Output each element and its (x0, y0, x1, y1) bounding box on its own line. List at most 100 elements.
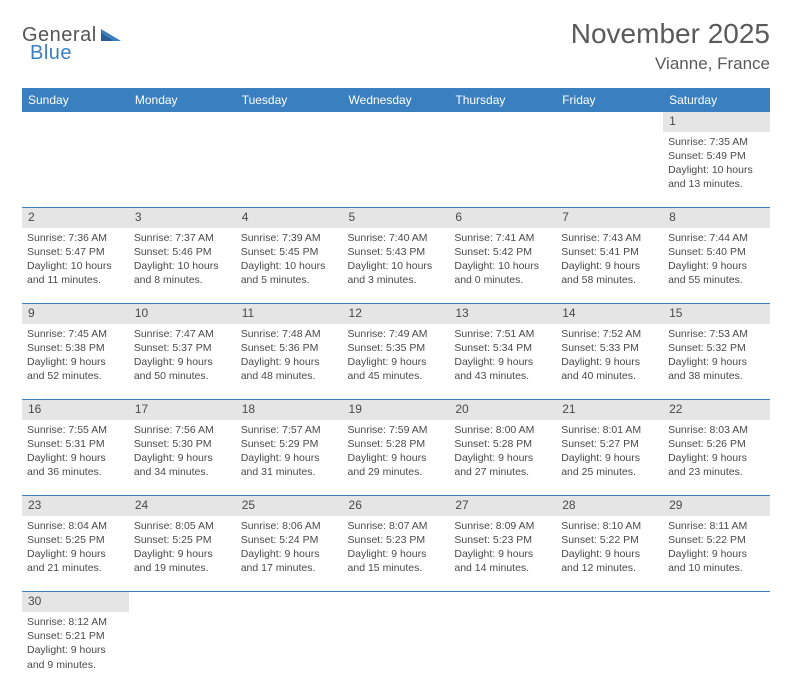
sunrise-text: Sunrise: 8:05 AM (134, 519, 231, 533)
day-number-cell: 26 (343, 496, 450, 516)
daylight-text: and 45 minutes. (348, 369, 445, 383)
sunset-text: Sunset: 5:42 PM (454, 245, 551, 259)
calendar-week-row: Sunrise: 8:12 AMSunset: 5:21 PMDaylight:… (22, 612, 770, 688)
daylight-text: Daylight: 10 hours (348, 259, 445, 273)
day-header: Tuesday (236, 88, 343, 112)
daylight-text: and 19 minutes. (134, 561, 231, 575)
logo-text-blue: Blue (30, 42, 72, 64)
sunrise-text: Sunrise: 7:52 AM (561, 327, 658, 341)
calendar-day-cell: Sunrise: 7:40 AMSunset: 5:43 PMDaylight:… (343, 228, 450, 304)
day-header: Thursday (449, 88, 556, 112)
day-number-cell (22, 112, 129, 132)
day-number-cell (449, 592, 556, 612)
sunset-text: Sunset: 5:40 PM (668, 245, 765, 259)
sunrise-text: Sunrise: 7:55 AM (27, 423, 124, 437)
calendar-week-row: Sunrise: 7:36 AMSunset: 5:47 PMDaylight:… (22, 228, 770, 304)
day-header: Sunday (22, 88, 129, 112)
sunrise-text: Sunrise: 7:40 AM (348, 231, 445, 245)
sunrise-text: Sunrise: 7:45 AM (27, 327, 124, 341)
day-number-cell: 11 (236, 304, 343, 324)
daylight-text: Daylight: 9 hours (27, 547, 124, 561)
daylight-text: and 40 minutes. (561, 369, 658, 383)
calendar-day-cell (449, 612, 556, 688)
daylight-text: and 21 minutes. (27, 561, 124, 575)
daylight-text: and 50 minutes. (134, 369, 231, 383)
sunrise-text: Sunrise: 8:00 AM (454, 423, 551, 437)
calendar-day-cell (129, 612, 236, 688)
sunset-text: Sunset: 5:25 PM (27, 533, 124, 547)
sunset-text: Sunset: 5:43 PM (348, 245, 445, 259)
calendar-week-row: Sunrise: 7:35 AMSunset: 5:49 PMDaylight:… (22, 132, 770, 208)
calendar-day-cell: Sunrise: 7:36 AMSunset: 5:47 PMDaylight:… (22, 228, 129, 304)
title-block: November 2025 Vianne, France (571, 18, 770, 74)
daylight-text: and 34 minutes. (134, 465, 231, 479)
day-number-cell: 24 (129, 496, 236, 516)
day-number-cell: 5 (343, 208, 450, 228)
daylight-text: and 27 minutes. (454, 465, 551, 479)
month-title: November 2025 (571, 18, 770, 50)
calendar-week-row: Sunrise: 7:45 AMSunset: 5:38 PM Daylight:… (22, 324, 770, 400)
calendar-day-cell: Sunrise: 7:39 AMSunset: 5:45 PMDaylight:… (236, 228, 343, 304)
daylight-text: Daylight: 9 hours (27, 643, 124, 657)
calendar-day-cell: Sunrise: 8:12 AMSunset: 5:21 PMDaylight:… (22, 612, 129, 688)
sunrise-text: Sunrise: 8:10 AM (561, 519, 658, 533)
daylight-text: Daylight: 9 hours (241, 451, 338, 465)
sunset-text: Sunset: 5:46 PM (134, 245, 231, 259)
logo-sub: Blue (30, 42, 72, 65)
day-number-cell: 28 (556, 496, 663, 516)
daylight-text: and 29 minutes. (348, 465, 445, 479)
sunset-text: Sunset: 5:36 PM (241, 341, 338, 355)
calendar-day-cell: Sunrise: 8:05 AMSunset: 5:25 PMDaylight:… (129, 516, 236, 592)
day-number-cell (129, 112, 236, 132)
daylight-text: Daylight: 9 hours (668, 547, 765, 561)
sunset-text: Sunset: 5:21 PM (27, 629, 124, 643)
day-number-row: 2345678 (22, 208, 770, 228)
daylight-text: Daylight: 10 hours (241, 259, 338, 273)
daylight-text: Daylight: 9 hours (668, 355, 765, 369)
calendar-day-cell: Sunrise: 7:35 AMSunset: 5:49 PMDaylight:… (663, 132, 770, 208)
sunset-text: Sunset: 5:23 PM (348, 533, 445, 547)
day-number-cell (236, 112, 343, 132)
sunset-text: Sunset: 5:30 PM (134, 437, 231, 451)
calendar-day-cell (236, 612, 343, 688)
daylight-text: Daylight: 9 hours (668, 259, 765, 273)
daylight-text: and 23 minutes. (668, 465, 765, 479)
calendar-day-cell: Sunrise: 7:57 AMSunset: 5:29 PMDaylight:… (236, 420, 343, 496)
day-number-cell: 4 (236, 208, 343, 228)
calendar-day-cell: Sunrise: 7:47 AMSunset: 5:37 PMDaylight:… (129, 324, 236, 400)
day-header-row: Sunday Monday Tuesday Wednesday Thursday… (22, 88, 770, 112)
daylight-text: Daylight: 9 hours (561, 259, 658, 273)
daylight-text: Daylight: 9 hours (348, 547, 445, 561)
sunset-text: Sunset: 5:31 PM (27, 437, 124, 451)
calendar-day-cell: Sunrise: 7:49 AMSunset: 5:35 PMDaylight:… (343, 324, 450, 400)
daylight-text: and 17 minutes. (241, 561, 338, 575)
sunrise-text: Sunrise: 7:43 AM (561, 231, 658, 245)
sunset-text: Sunset: 5:22 PM (668, 533, 765, 547)
day-number-cell: 29 (663, 496, 770, 516)
calendar-day-cell: Sunrise: 7:45 AMSunset: 5:38 PMDaylight:… (22, 324, 129, 400)
day-number-cell (663, 592, 770, 612)
calendar-day-cell (343, 612, 450, 688)
calendar-day-cell: Sunrise: 7:55 AMSunset: 5:31 PMDaylight:… (22, 420, 129, 496)
calendar-day-cell: Sunrise: 8:06 AMSunset: 5:24 PMDaylight:… (236, 516, 343, 592)
sunrise-text: Sunrise: 7:44 AM (668, 231, 765, 245)
sunset-text: Sunset: 5:38 PM (27, 341, 124, 355)
daylight-text: and 25 minutes. (561, 465, 658, 479)
daylight-text: and 38 minutes. (668, 369, 765, 383)
calendar-day-cell: Sunrise: 7:37 AMSunset: 5:46 PMDaylight:… (129, 228, 236, 304)
day-number-cell (343, 112, 450, 132)
day-number-cell: 3 (129, 208, 236, 228)
sunrise-text: Sunrise: 8:09 AM (454, 519, 551, 533)
daylight-text: Daylight: 9 hours (454, 355, 551, 369)
day-header: Wednesday (343, 88, 450, 112)
calendar-day-cell: Sunrise: 7:53 AMSunset: 5:32 PMDaylight:… (663, 324, 770, 400)
sunset-text: Sunset: 5:33 PM (561, 341, 658, 355)
sunrise-text: Sunrise: 8:07 AM (348, 519, 445, 533)
day-number-cell: 14 (556, 304, 663, 324)
sunrise-text: Sunrise: 7:37 AM (134, 231, 231, 245)
daylight-text: and 58 minutes. (561, 273, 658, 287)
daylight-text: Daylight: 10 hours (668, 163, 765, 177)
daylight-text: Daylight: 9 hours (454, 547, 551, 561)
daylight-text: and 14 minutes. (454, 561, 551, 575)
calendar-day-cell: Sunrise: 8:07 AMSunset: 5:23 PMDaylight:… (343, 516, 450, 592)
